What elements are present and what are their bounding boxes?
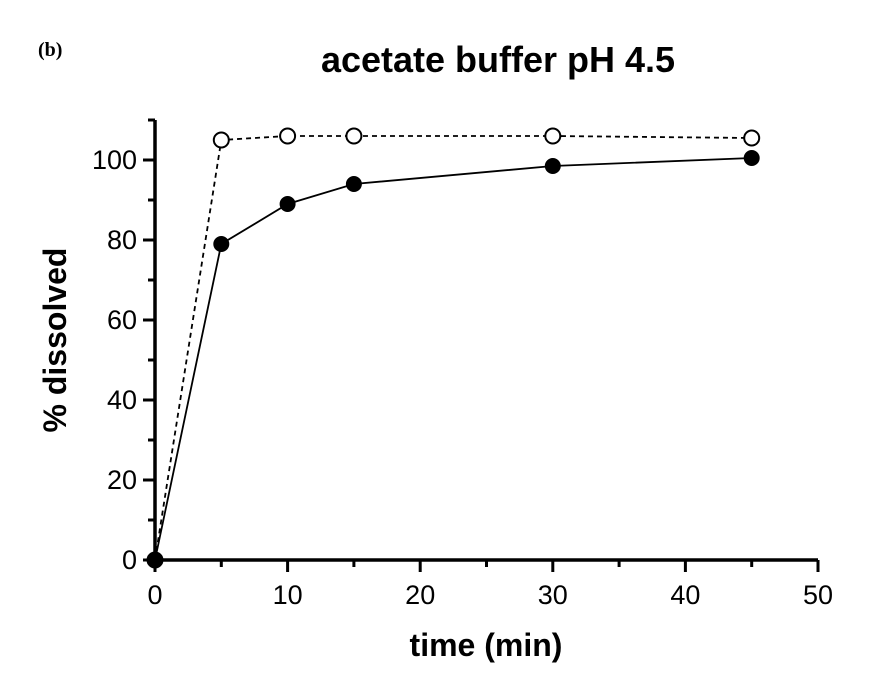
x-tick-label: 20 xyxy=(405,580,435,610)
y-tick-label: 0 xyxy=(122,545,137,575)
data-point xyxy=(279,196,296,212)
axes xyxy=(153,120,818,562)
data-point xyxy=(544,127,562,145)
series-layer xyxy=(146,127,761,569)
series-line xyxy=(154,135,752,561)
data-point xyxy=(345,176,362,192)
x-axis-label: time (min) xyxy=(410,627,563,663)
y-tick-label: 40 xyxy=(107,385,137,415)
y-ticks: 0 20 40 60 80 100 xyxy=(92,118,155,575)
x-tick-label: 50 xyxy=(803,580,833,610)
data-point xyxy=(279,127,297,145)
y-tick-label: 80 xyxy=(107,225,137,255)
data-point xyxy=(345,127,363,145)
data-point xyxy=(212,131,230,149)
series-1 xyxy=(146,127,761,569)
x-tick-label: 0 xyxy=(147,580,162,610)
data-point xyxy=(147,552,163,568)
data-point xyxy=(743,150,760,166)
x-tick-label: 30 xyxy=(538,580,568,610)
series-0 xyxy=(147,150,760,568)
data-point xyxy=(213,236,230,252)
y-tick-label: 100 xyxy=(92,145,137,175)
panel-label: (b) xyxy=(38,39,62,61)
data-point xyxy=(544,158,561,174)
series-line xyxy=(154,157,752,561)
x-ticks: 0 10 20 30 40 50 xyxy=(147,560,833,610)
x-tick-label: 40 xyxy=(670,580,700,610)
y-tick-label: 20 xyxy=(107,465,137,495)
data-point xyxy=(743,129,761,147)
chart-title: acetate buffer pH 4.5 xyxy=(321,39,675,80)
y-tick-label: 60 xyxy=(107,305,137,335)
y-axis-label: % dissolved xyxy=(37,248,73,433)
x-tick-label: 10 xyxy=(273,580,303,610)
